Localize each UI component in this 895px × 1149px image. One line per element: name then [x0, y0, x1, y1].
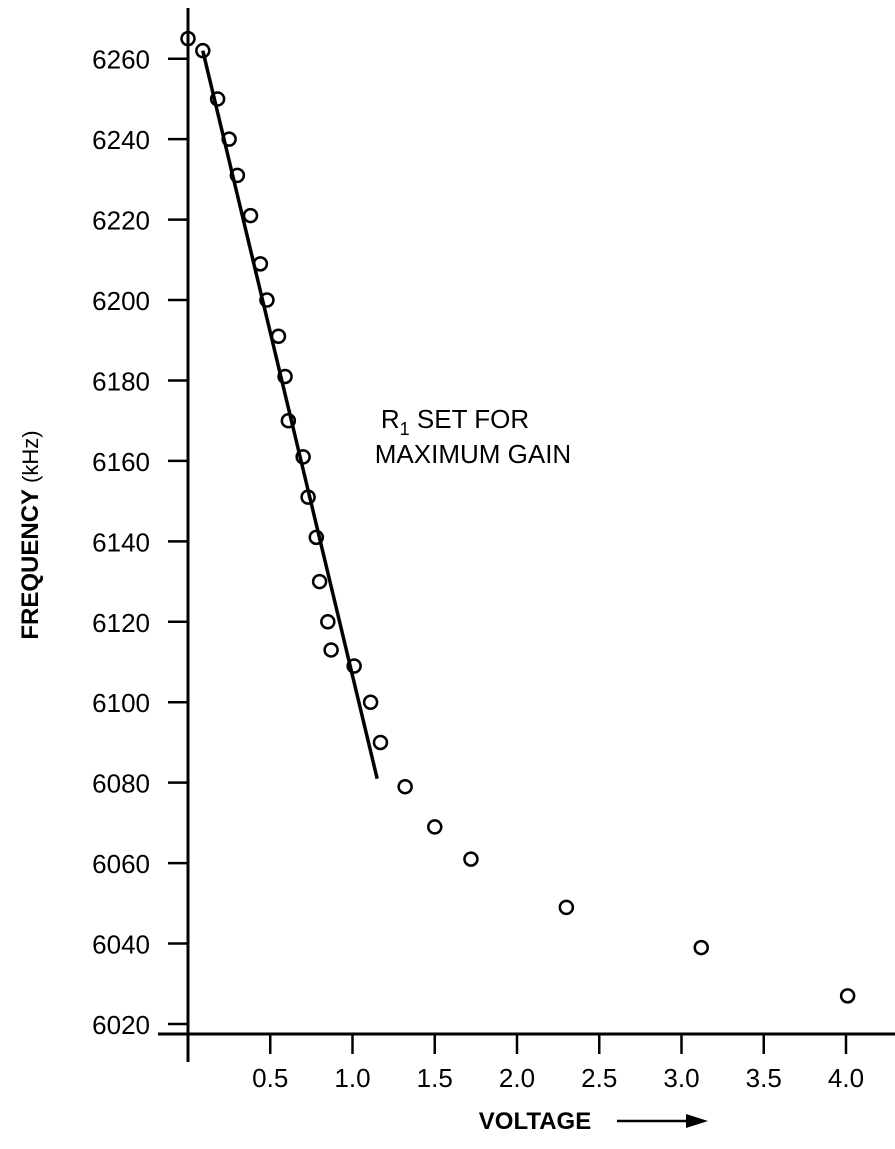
x-tick-label: 0.5 [252, 1063, 288, 1093]
annotation-rest: SET FOR [410, 404, 529, 434]
data-point [308, 529, 325, 546]
y-tick-label: 6020 [92, 1010, 150, 1040]
y-axis-title-unit: (kHz) [18, 430, 43, 483]
annotation-line-2: MAXIMUM GAIN [375, 439, 571, 469]
x-tick-label: 2.5 [581, 1063, 617, 1093]
x-axis-title: VOLTAGE [479, 1108, 591, 1135]
data-point [229, 167, 246, 184]
data-point [693, 939, 709, 956]
y-tick-label: 6200 [92, 286, 150, 316]
y-tick-label: 6040 [92, 930, 150, 960]
x-tick-label: 3.0 [663, 1063, 699, 1093]
x-tick-label: 3.5 [746, 1063, 782, 1093]
data-point [362, 694, 379, 710]
x-tick-label: 1.5 [417, 1063, 453, 1093]
y-tick-label: 6180 [92, 366, 150, 396]
y-axis-ticks: 6020 6040 6060 6080 6100 6120 6140 6160 6180 6200… [92, 45, 188, 1040]
data-point [323, 642, 339, 658]
data-point [311, 573, 328, 590]
data-point [195, 42, 211, 59]
data-point [346, 658, 362, 674]
data-point [397, 778, 413, 795]
data-point [372, 734, 389, 751]
y-tick-label: 6260 [92, 45, 150, 75]
y-axis-title: FREQUENCY (kHz) [17, 430, 44, 639]
data-point [320, 614, 336, 630]
x-tick-label: 2.0 [499, 1063, 535, 1093]
data-point [221, 131, 237, 147]
data-point [295, 449, 311, 465]
data-points [180, 30, 856, 1004]
y-tick-label: 6100 [92, 688, 150, 718]
annotation-line-1: R1 SET FOR [381, 404, 529, 439]
data-point [839, 988, 856, 1004]
y-tick-label: 6060 [92, 849, 150, 879]
annotation-subscript: 1 [400, 419, 410, 439]
y-tick-label: 6120 [92, 608, 150, 638]
data-point [259, 292, 275, 308]
y-tick-label: 6240 [92, 125, 150, 155]
data-point [427, 819, 443, 835]
y-axis-title-main: FREQUENCY [17, 489, 44, 640]
y-tick-label: 6220 [92, 206, 150, 236]
data-point [280, 412, 297, 429]
data-point [558, 899, 575, 916]
y-tick-label: 6160 [92, 447, 150, 477]
data-point [300, 489, 316, 505]
data-point [252, 256, 269, 272]
x-axis-ticks: 0.5 1.0 1.5 2.0 2.5 3.0 3.5 4.0 [252, 1034, 864, 1093]
data-point [270, 328, 287, 344]
data-point [242, 207, 259, 224]
annotation-r: R [381, 404, 400, 434]
x-axis-arrow-icon [617, 1114, 708, 1128]
data-point [180, 30, 196, 47]
data-point [209, 91, 226, 107]
x-tick-label: 4.0 [828, 1063, 864, 1093]
y-tick-label: 6080 [92, 769, 150, 799]
data-point [463, 851, 479, 867]
y-tick-label: 6140 [92, 527, 150, 557]
data-point [277, 368, 293, 385]
x-tick-label: 1.0 [334, 1063, 370, 1093]
